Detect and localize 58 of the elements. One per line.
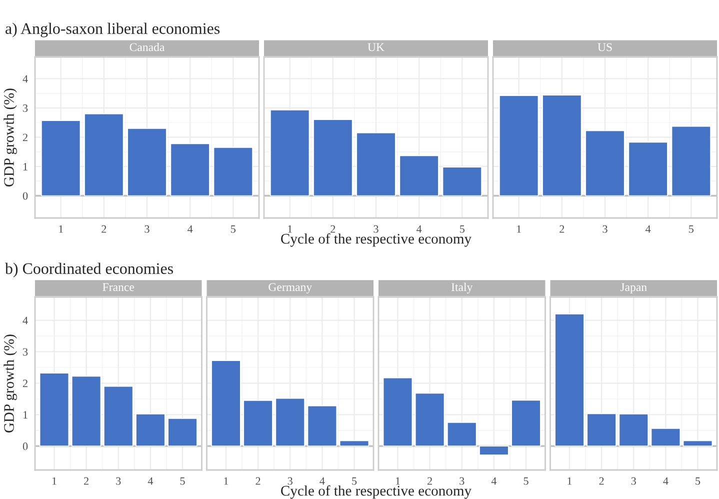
x-tick-label: 4 xyxy=(188,225,193,233)
x-axis-title: Cycle of the respective economy xyxy=(281,233,472,247)
y-tick-label: 3 xyxy=(23,104,28,112)
y-tick-label: 4 xyxy=(22,316,28,324)
y-tick-label: 2 xyxy=(22,380,28,388)
x-tick-label: 2 xyxy=(330,225,336,233)
y-tick-label: 1 xyxy=(23,411,28,418)
x-tick-label: 4 xyxy=(148,477,154,485)
chart-title: Germany xyxy=(268,283,312,294)
x-tick-label: 5 xyxy=(460,225,464,233)
x-tick-label: 2 xyxy=(428,477,432,485)
x-tick-label: 5 xyxy=(231,225,236,233)
x-tick-label: 3 xyxy=(460,477,464,485)
chart-title: Italy xyxy=(451,282,473,294)
text: b) Coordinated economies xyxy=(5,262,173,278)
x-tick-label: 5 xyxy=(524,477,528,485)
x-tick-label: 5 xyxy=(180,477,185,485)
x-tick-label: 1 xyxy=(224,477,228,485)
x-tick-label: 4 xyxy=(491,477,497,485)
x-tick-label: 3 xyxy=(374,225,378,233)
x-tick-label: 1 xyxy=(517,225,521,233)
chart-title: US xyxy=(598,43,612,52)
x-tick-label: 1 xyxy=(568,477,572,485)
y-tick-label: 1 xyxy=(23,163,28,170)
x-tick-label: 2 xyxy=(256,477,260,485)
x-tick-label: 2 xyxy=(560,225,564,233)
x-tick-label: 2 xyxy=(599,477,604,485)
chart-title: Japan xyxy=(620,283,647,294)
chart-title: Canada xyxy=(130,42,165,52)
x-tick-label: 2 xyxy=(84,477,88,485)
x-tick-label: 3 xyxy=(144,225,150,233)
x-tick-label: 1 xyxy=(59,225,63,233)
x-tick-label: 4 xyxy=(663,477,668,485)
x-tick-label: 3 xyxy=(288,477,292,485)
x-tick-label: 4 xyxy=(416,225,422,233)
y-tick-label: 2 xyxy=(22,134,28,142)
chart-title: France xyxy=(102,283,134,292)
x-tick-label: 3 xyxy=(631,477,636,485)
x-tick-label: 3 xyxy=(602,225,608,233)
y-tick-label: 4 xyxy=(22,75,28,83)
text: a) Anglo-saxon liberal economies xyxy=(6,22,220,38)
x-tick-label: 1 xyxy=(396,477,400,485)
x-tick-label: 5 xyxy=(696,477,700,485)
y-tick-label: 3 xyxy=(23,348,28,356)
x-axis-title: Cycle of the respective economy xyxy=(281,485,472,499)
x-tick-label: 4 xyxy=(320,477,325,485)
y-axis-title: GDP growth (%) xyxy=(4,334,17,432)
x-tick-label: 2 xyxy=(102,225,106,233)
chart-title: UK xyxy=(368,43,384,52)
y-tick-label: 0 xyxy=(22,442,28,450)
x-tick-label: 3 xyxy=(116,477,121,485)
x-tick-label: 1 xyxy=(288,225,292,233)
x-tick-label: 4 xyxy=(646,225,651,233)
x-tick-label: 1 xyxy=(52,477,56,485)
x-tick-label: 5 xyxy=(352,477,357,485)
y-tick-label: 0 xyxy=(22,192,28,200)
x-tick-label: 5 xyxy=(689,225,694,233)
y-axis-title: GDP growth (%) xyxy=(4,88,17,186)
